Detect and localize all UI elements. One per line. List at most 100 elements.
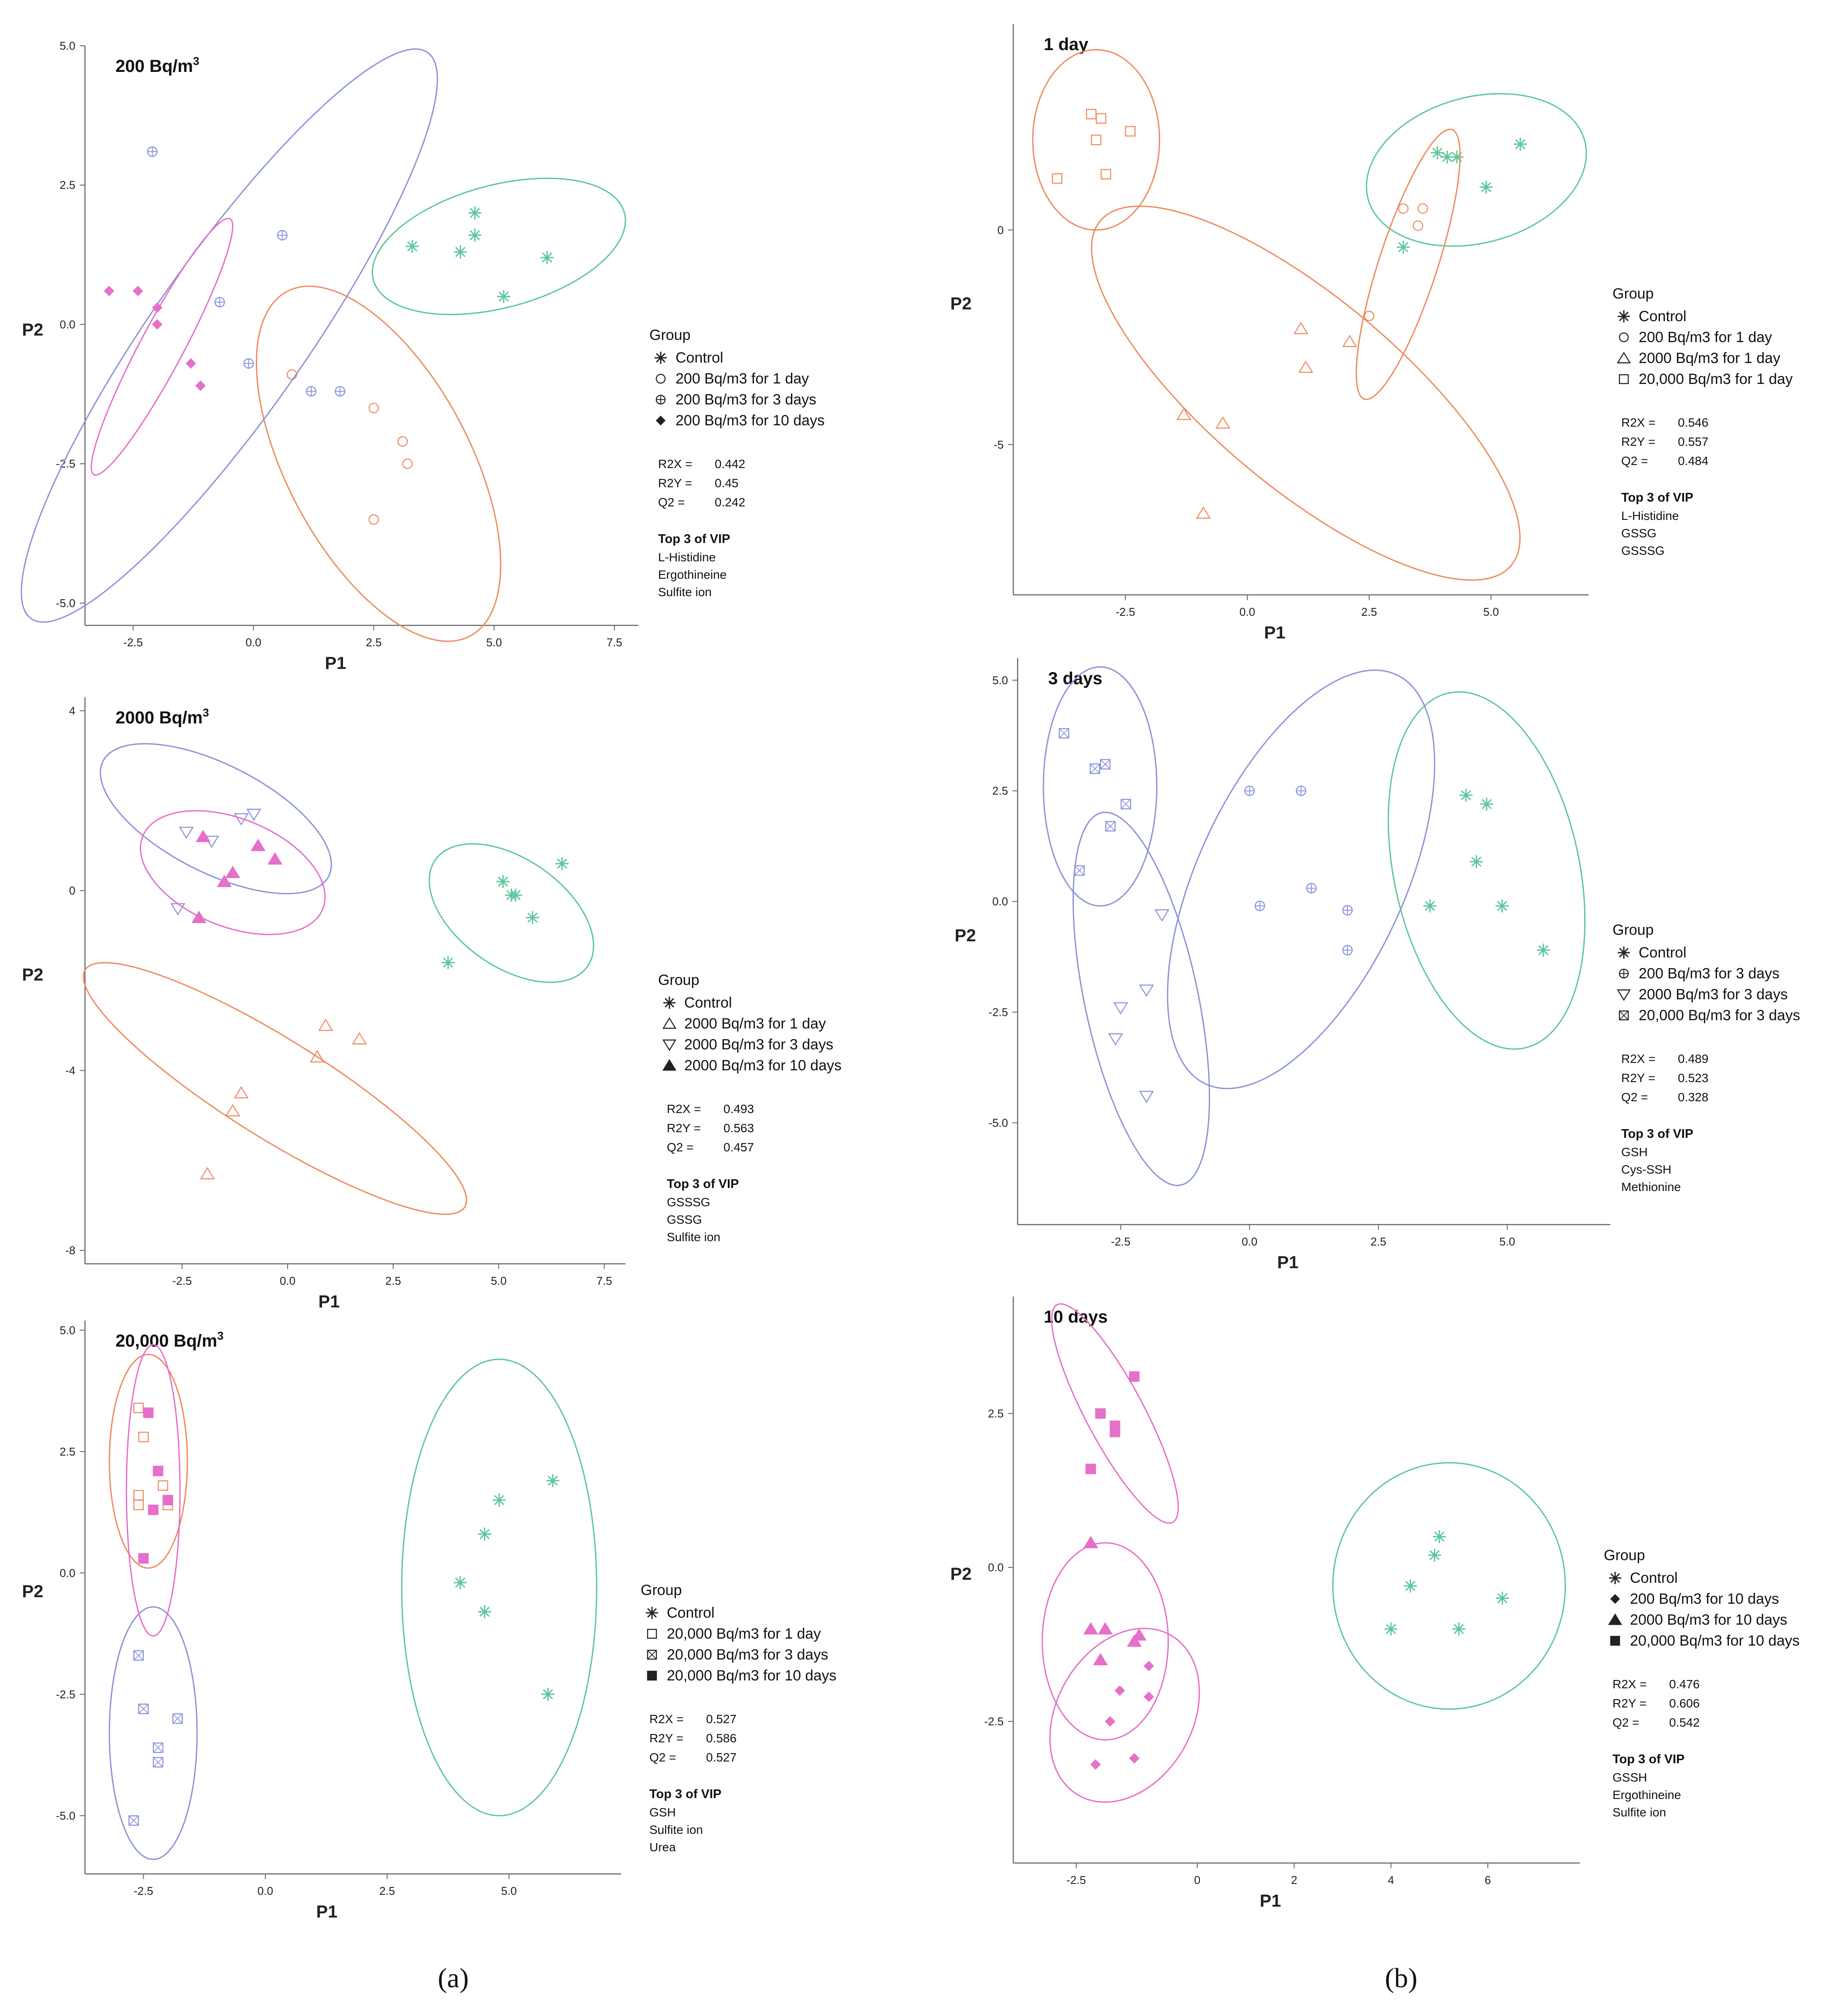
model-stats: R2X = 0.489 R2Y = 0.523 Q2 = 0.328 [1621,1052,1708,1104]
data-point [1342,905,1353,916]
y-tick-label: 2.5 [60,1445,75,1458]
x-tick-label: 5.0 [1483,605,1499,618]
series-2000-bq-m3-for-3-days [1073,811,1210,1186]
vip-item: GSSSG [1621,544,1665,557]
vip-title: Top 3 of VIP [1613,1752,1684,1766]
stat-label: Q2 = [1613,1716,1639,1729]
data-point [200,1167,215,1180]
data-point [368,514,379,525]
legend-title: Group [649,327,691,343]
stat-label: R2Y = [649,1731,683,1745]
data-point [1120,799,1131,810]
model-stats: R2X = 0.527 R2Y = 0.586 Q2 = 0.527 [649,1712,737,1764]
data-point [152,319,163,330]
data-point [1144,1660,1154,1671]
data-point [217,875,232,887]
data-point [133,1490,144,1501]
data-point [405,240,419,253]
data-point [143,1407,154,1418]
vip-title: Top 3 of VIP [649,1787,721,1801]
data-point [1412,220,1423,231]
legend-label: Control [676,350,723,366]
stat-value: 0.527 [706,1712,737,1726]
data-point [555,857,569,870]
data-point [454,1576,467,1589]
y-tick-label: 2.5 [60,179,75,192]
series-control [1365,93,1587,254]
data-point [163,1495,173,1506]
y-tick-label: 0.0 [988,1561,1004,1574]
series-20-000-bq-m3-for-3-days [1042,666,1158,907]
series-20-000-bq-m3-for-10-days [1051,1303,1179,1524]
legend-label: Control [667,1605,715,1621]
data-point [234,1086,249,1099]
legend-label: 200 Bq/m3 for 10 days [1630,1591,1779,1607]
series-20-000-bq-m3-for-1-day [109,1354,188,1569]
data-point [1085,1463,1096,1474]
legend-marker [655,394,666,405]
data-point [309,1050,325,1062]
confidence-ellipse [256,285,502,642]
legend-label: 2000 Bq/m3 for 10 days [1630,1612,1787,1628]
y-tick-label: -8 [65,1244,75,1257]
panel-a3-20000bq: -2.5 0.0 2.5 5.0 5.0 2.5 0.0 -2.5 -5.0 P1 P2 20,000… [22,1320,836,1921]
legend-label: Control [1639,944,1687,961]
x-axis-label: P1 [1260,1891,1281,1911]
vip-item: GSSH [1613,1771,1647,1784]
legend-label: 2000 Bq/m3 for 3 days [684,1036,833,1053]
x-tick-label: 2.5 [1361,605,1377,618]
legend-label: 200 Bq/m3 for 3 days [1639,965,1779,982]
legend-label: Control [1630,1570,1678,1586]
legend-title: Group [641,1582,682,1599]
data-point [267,852,283,865]
data-point [1113,1002,1128,1015]
legend-title: Group [1613,285,1654,302]
data-point [352,1032,367,1045]
x-axis-label: P1 [1264,623,1286,642]
y-tick-label: -5 [994,438,1004,451]
data-point [133,1650,144,1661]
y-axis-label: P2 [955,926,976,945]
stat-value: 0.542 [1669,1716,1700,1729]
x-tick-label: 5.0 [1499,1235,1515,1248]
x-tick-label: 4 [1388,1873,1394,1887]
x-axis-label: P1 [316,1902,338,1921]
series-control [401,1358,597,1816]
data-point [246,808,261,821]
series-20-000-bq-m3-for-1-day [1032,49,1161,231]
data-point [546,1474,560,1487]
data-point [1114,1685,1125,1696]
data-point [1244,785,1255,796]
data-point [468,206,482,220]
data-point [1404,1579,1417,1593]
stat-value: 0.328 [1678,1090,1708,1104]
series-control [1332,1462,1566,1710]
data-point [251,838,266,851]
legend-label: Control [684,994,732,1011]
stat-value: 0.484 [1678,454,1708,468]
data-point [1364,310,1375,321]
data-point [397,436,408,447]
data-point [1452,1622,1466,1636]
legend-marker [647,1629,657,1639]
data-point [441,956,455,969]
legend-label: 2000 Bq/m3 for 1 day [684,1015,826,1032]
data-point [1125,126,1136,137]
data-point [195,380,206,391]
x-tick-label: 5.0 [491,1274,506,1287]
confidence-ellipse [109,1606,198,1860]
legend-marker [1610,1636,1620,1646]
x-tick-label: -2.5 [123,636,143,649]
y-tick-label: 5.0 [992,674,1008,687]
legend-title: Group [658,972,699,988]
data-point [492,1493,506,1507]
legend-label: 20,000 Bq/m3 for 1 day [667,1626,821,1642]
confidence-ellipse [1051,1303,1179,1524]
x-tick-label: 2.5 [385,1274,401,1287]
confidence-ellipse [99,743,332,895]
confidence-ellipse [1167,669,1436,1089]
data-point [179,827,194,839]
x-tick-label: -2.5 [1066,1873,1086,1887]
data-point [1342,945,1353,956]
